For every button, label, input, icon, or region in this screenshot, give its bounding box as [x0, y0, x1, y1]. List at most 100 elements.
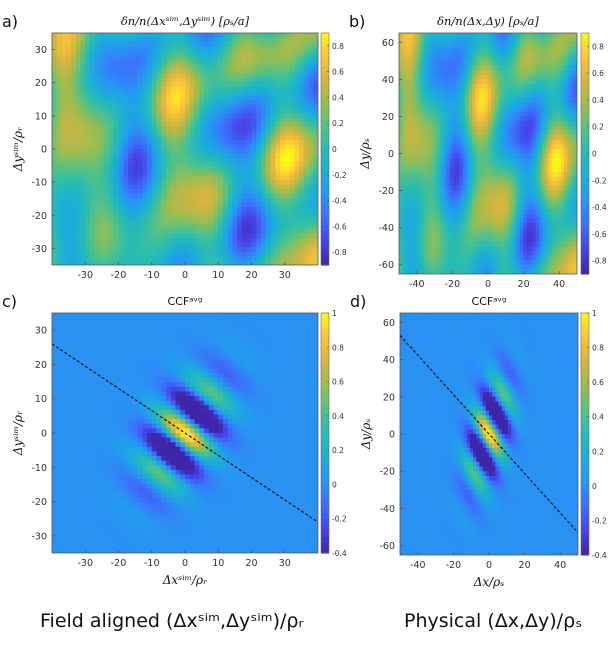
heatmap-cell: [94, 113, 101, 119]
colorbar-segment: [321, 158, 329, 165]
heatmap-cell: [156, 153, 162, 159]
heatmap-cell: [497, 148, 502, 155]
heatmap-cell: [166, 140, 172, 146]
heatmap-cell: [280, 46, 286, 52]
heatmap-cell: [242, 108, 248, 114]
heatmap-cell: [242, 77, 248, 83]
heatmap-cell: [548, 148, 553, 155]
heatmap-cell: [294, 131, 300, 137]
heatmap-cell: [237, 202, 243, 208]
heatmap-cell: [270, 198, 276, 204]
heatmap-cell: [199, 233, 205, 239]
heatmap-cell: [456, 79, 460, 85]
heatmap-cell: [475, 167, 480, 173]
heatmap-cell: [481, 153, 486, 159]
heatmap-cell: [522, 176, 527, 182]
heatmap-cell: [402, 181, 406, 187]
heatmap-cell: [462, 130, 467, 136]
heatmap-cell: [507, 185, 511, 192]
heatmap-cell: [128, 189, 134, 195]
heatmap-cell: [313, 207, 318, 213]
heatmap-cell: [213, 104, 219, 110]
heatmap-cell: [61, 68, 67, 74]
heatmap-cell: [218, 153, 224, 159]
heatmap-cell: [232, 126, 238, 132]
heatmap-cell: [408, 83, 413, 90]
heatmap-cell: [151, 220, 158, 226]
heatmap-cell: [227, 59, 234, 65]
heatmap-cell: [161, 122, 167, 128]
heatmap-cell: [71, 50, 77, 56]
heatmap-cell: [513, 148, 518, 155]
heatmap-cell: [256, 180, 262, 186]
heatmap-cell: [71, 166, 77, 172]
heatmap-cell: [472, 134, 476, 141]
heatmap-cell: [526, 134, 530, 141]
heatmap-cell: [503, 79, 508, 85]
heatmap-cell: [166, 215, 172, 221]
heatmap-cell: [75, 144, 82, 150]
heatmap-cell: [418, 158, 422, 164]
heatmap-cell: [104, 193, 110, 199]
heatmap-cell: [142, 175, 148, 181]
heatmap-cell: [232, 77, 238, 83]
heatmap-cell: [299, 180, 305, 186]
heatmap-cell: [459, 158, 464, 164]
heatmap-cell: [459, 37, 464, 43]
colorbar-segment: [321, 105, 329, 111]
heatmap-cell: [147, 55, 153, 61]
heatmap-cell: [554, 176, 559, 182]
heatmap-cell: [519, 139, 524, 145]
heatmap-cell: [261, 220, 267, 226]
heatmap-cell: [402, 79, 406, 85]
heatmap-cell: [156, 233, 162, 239]
heatmap-cell: [567, 116, 572, 122]
heatmap-cell: [516, 60, 521, 67]
heatmap-cell: [405, 88, 410, 94]
heatmap-cell: [213, 140, 219, 146]
heatmap-cell: [128, 202, 134, 208]
heatmap-cell: [526, 181, 530, 187]
heatmap-cell: [223, 37, 229, 43]
heatmap-cell: [402, 158, 406, 164]
heatmap-cell: [294, 68, 300, 74]
heatmap-cell: [99, 184, 105, 190]
heatmap-cell: [123, 46, 129, 52]
heatmap-cell: [526, 172, 530, 178]
heatmap-cell: [516, 56, 521, 62]
heatmap-cell: [567, 134, 572, 141]
heatmap-cell: [147, 77, 153, 83]
heatmap-cell: [545, 139, 549, 145]
heatmap-cell: [151, 251, 158, 257]
heatmap-cell: [519, 153, 524, 159]
heatmap-cell: [472, 51, 476, 57]
heatmap-cell: [532, 70, 537, 76]
heatmap-cell: [443, 60, 448, 67]
heatmap-cell: [548, 65, 553, 71]
heatmap-cell: [142, 198, 148, 204]
heatmap-cell: [128, 131, 134, 137]
heatmap-cell: [411, 46, 416, 53]
heatmap-cell: [437, 88, 441, 94]
heatmap-cell: [104, 144, 110, 150]
heatmap-cell: [468, 111, 473, 118]
heatmap-cell: [56, 242, 63, 248]
heatmap-cell: [303, 59, 310, 65]
heatmap-cell: [99, 73, 105, 79]
heatmap-cell: [497, 74, 502, 80]
heatmap-cell: [548, 70, 553, 76]
heatmap-cell: [204, 229, 210, 235]
heatmap-cell: [170, 162, 177, 168]
heatmap-cell: [71, 99, 77, 105]
heatmap-cell: [557, 130, 562, 136]
heatmap-cell: [280, 86, 286, 92]
heatmap-cell: [449, 130, 454, 136]
heatmap-cell: [237, 175, 243, 181]
heatmap-cell: [430, 125, 435, 131]
heatmap-cell: [472, 83, 476, 90]
heatmap-cell: [418, 46, 422, 53]
heatmap-cell: [199, 50, 205, 56]
heatmap-cell: [94, 55, 101, 61]
heatmap-cell: [308, 64, 314, 70]
heatmap-cell: [299, 33, 305, 39]
